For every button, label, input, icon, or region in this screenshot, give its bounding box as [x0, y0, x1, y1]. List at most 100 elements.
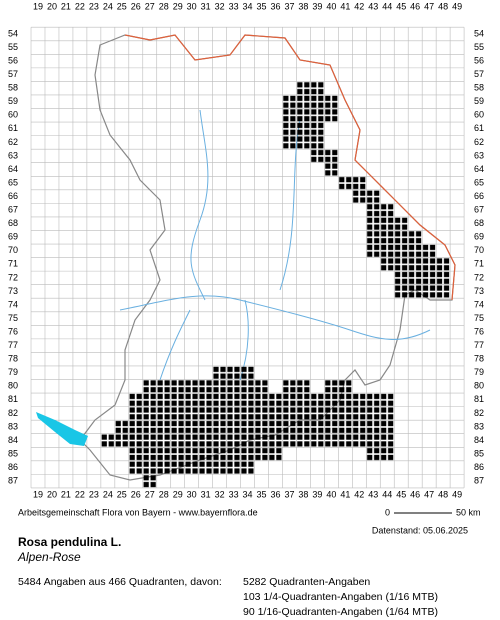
row-label: 65 — [8, 177, 18, 187]
row-label: 80 — [8, 381, 18, 391]
row-label: 68 — [474, 218, 484, 228]
occurrence — [282, 94, 339, 109]
row-label: 86 — [474, 462, 484, 472]
column-label: 27 — [145, 489, 155, 499]
stats-total: 5484 Angaben aus 466 Quadranten, davon: — [18, 576, 222, 588]
occurrence — [282, 122, 325, 136]
row-label: 71 — [8, 259, 18, 269]
column-label: 30 — [187, 489, 197, 499]
column-label: 28 — [159, 1, 169, 11]
row-label: 72 — [8, 272, 18, 282]
row-label: 70 — [474, 245, 484, 255]
column-label: 34 — [243, 489, 253, 499]
occurrence — [100, 433, 395, 448]
column-label: 29 — [173, 1, 183, 11]
column-label: 24 — [103, 1, 113, 11]
column-label: 21 — [61, 489, 71, 499]
column-label: 40 — [326, 1, 336, 11]
scale-end: 50 km — [456, 507, 481, 517]
row-label: 61 — [8, 123, 18, 133]
occurrence — [366, 216, 409, 231]
column-label: 30 — [187, 1, 197, 11]
row-label: 83 — [474, 421, 484, 431]
row-label: 76 — [8, 326, 18, 336]
column-label: 39 — [312, 489, 322, 499]
row-label: 62 — [8, 137, 18, 147]
row-label: 57 — [8, 69, 18, 79]
row-label: 77 — [474, 340, 484, 350]
column-label: 26 — [131, 1, 141, 11]
occurrence — [366, 203, 395, 217]
column-label: 45 — [396, 1, 406, 11]
occurrence — [394, 271, 451, 285]
column-label: 29 — [173, 489, 183, 499]
column-label: 20 — [47, 1, 57, 11]
row-label: 56 — [474, 55, 484, 65]
column-label: 44 — [382, 1, 392, 11]
occurrence — [380, 257, 451, 272]
column-label: 23 — [89, 489, 99, 499]
lake-constance — [36, 412, 88, 446]
column-label: 44 — [382, 489, 392, 499]
column-label: 31 — [201, 1, 211, 11]
row-label: 74 — [8, 299, 18, 309]
row-label: 58 — [8, 83, 18, 93]
column-label: 22 — [75, 489, 85, 499]
column-label: 40 — [326, 489, 336, 499]
row-label: 72 — [474, 272, 484, 282]
row-label: 82 — [8, 408, 18, 418]
column-label: 47 — [424, 1, 434, 11]
row-label: 81 — [474, 394, 484, 404]
common-name: Alpen-Rose — [17, 550, 81, 564]
occurrence — [128, 393, 395, 407]
column-label: 42 — [354, 1, 364, 11]
row-label: 86 — [8, 462, 18, 472]
occurrence — [128, 406, 395, 421]
row-label: 54 — [474, 28, 484, 38]
column-label: 24 — [103, 489, 113, 499]
column-label: 28 — [159, 489, 169, 499]
row-label: 82 — [474, 408, 484, 418]
row-label: 78 — [474, 354, 484, 364]
column-label: 39 — [312, 1, 322, 11]
row-label: 71 — [474, 259, 484, 269]
column-label: 27 — [145, 1, 155, 11]
column-label: 37 — [284, 1, 294, 11]
row-label: 67 — [474, 205, 484, 215]
row-label: 60 — [474, 110, 484, 120]
row-label: 56 — [8, 55, 18, 65]
row-label: 84 — [8, 435, 18, 445]
column-label: 19 — [33, 489, 43, 499]
row-label: 87 — [8, 476, 18, 486]
column-label: 25 — [117, 1, 127, 11]
column-label: 34 — [243, 1, 253, 11]
row-label: 75 — [474, 313, 484, 323]
occurrence — [338, 176, 367, 190]
occurrence — [212, 365, 255, 380]
occurrence — [324, 162, 339, 177]
column-label: 46 — [410, 489, 420, 499]
row-label: 54 — [8, 28, 18, 38]
row-label: 68 — [8, 218, 18, 228]
column-label: 46 — [410, 1, 420, 11]
column-label: 49 — [452, 489, 462, 499]
row-label: 59 — [8, 96, 18, 106]
row-label: 66 — [474, 191, 484, 201]
occurrence — [394, 284, 451, 299]
occurrence — [142, 379, 269, 394]
column-label: 37 — [284, 489, 294, 499]
column-label: 33 — [229, 1, 239, 11]
occurrence — [310, 149, 339, 163]
row-label: 79 — [8, 367, 18, 377]
row-label: 69 — [474, 232, 484, 242]
column-label: 32 — [215, 489, 225, 499]
occurrence — [114, 420, 395, 434]
row-label: 83 — [8, 421, 18, 431]
river — [119, 109, 431, 381]
occurrence — [366, 447, 395, 461]
species-name: Rosa pendulina L. — [18, 535, 121, 549]
date: Datenstand: 05.06.2025 — [372, 525, 468, 535]
row-label: 60 — [8, 110, 18, 120]
